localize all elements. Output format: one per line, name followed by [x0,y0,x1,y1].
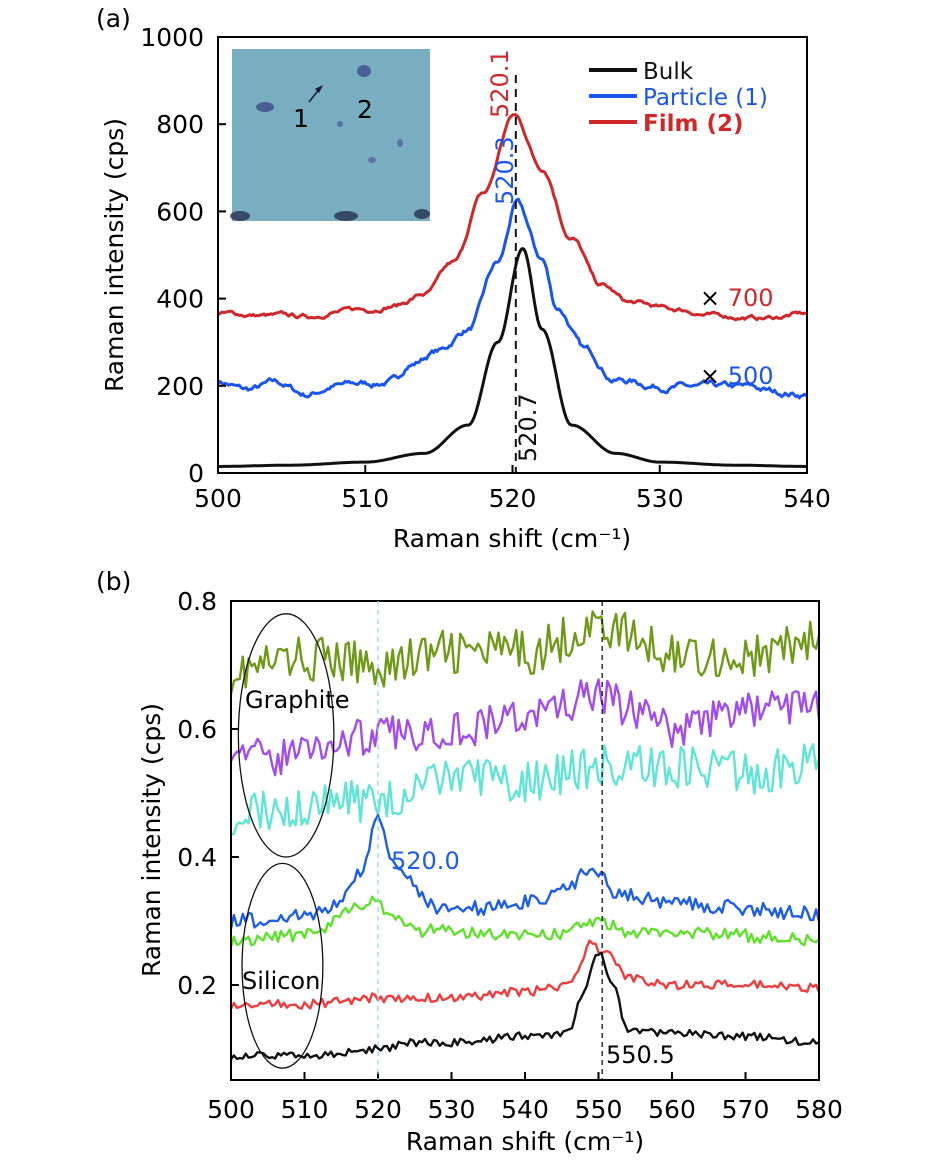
peak-position-label: 520.3 [491,136,519,205]
series-green [229,895,820,947]
series-red [229,939,821,1010]
series-black [230,951,820,1060]
x-tick-label: 580 [795,1095,843,1124]
y-tick-label: 0.2 [177,971,217,1000]
scale-multiplier-label: × 700 [700,284,774,312]
inset-label-2: 2 [357,95,373,124]
x-tick-label: 500 [207,1095,255,1124]
y-tick-label: 0.4 [177,843,217,872]
series-olive [229,610,821,695]
x-axis-label-b: Raman shift (cm⁻¹) [406,1127,644,1156]
legend-entry: Film (2) [643,111,743,137]
y-axis-label-b: Raman intensity (cps) [137,703,166,977]
y-tick-label: 600 [156,197,204,226]
x-tick-label: 530 [428,1095,476,1124]
y-tick-label: 0 [188,459,204,488]
y-axis-label-a: Raman intensity (cps) [100,118,129,392]
y-tick-label: 400 [156,285,204,314]
y-tick-label: 1000 [140,23,204,52]
x-tick-label: 520 [354,1095,402,1124]
panel-b: (b) 500 510 520 530 540 550 560 570 580 0.2 0.4 0.6… [96,567,843,1156]
inset-label-1: 1 [293,104,309,133]
x-axis-label-a: Raman shift (cm⁻¹) [393,524,631,553]
legend-entry: Particle (1) [643,85,768,111]
series-film-2 [217,113,807,322]
y-tick-label: 800 [156,110,204,139]
x-tick-label: 550 [575,1095,623,1124]
series-violet [229,678,821,777]
series-cyan [230,742,821,836]
inset-spots: 1 2 [230,65,430,221]
peak-position-label: 520.7 [514,393,542,462]
panel-a-label: (a) [96,4,131,33]
inset-micrograph [232,49,430,221]
y-tick-label: 200 [156,372,204,401]
y-tick-label: 0.8 [177,587,217,616]
x-tick-label: 520 [489,484,537,513]
x-tick-label: 510 [341,484,389,513]
x-tick-label: 560 [648,1095,696,1124]
x-tick-label: 570 [722,1095,770,1124]
x-tick-label: 500 [194,484,242,513]
x-tick-label: 540 [783,484,831,513]
region-label-graphite: Graphite [245,686,349,714]
peak-position-label: 520.1 [486,49,514,118]
ellipse-graphite [237,613,335,858]
y-tick-label: 0.6 [177,715,217,744]
legend-entry: Bulk [643,59,694,85]
series-blue [229,814,821,929]
region-label-silicon: Silicon [242,967,320,995]
series-bulk [218,247,807,468]
peak-position-label: 550.5 [606,1041,675,1069]
panel-a: (a) 1 2 500 510 520 530 540 0 200 400 600 800 1000… [96,4,831,553]
x-tick-label: 540 [501,1095,549,1124]
panel-b-label: (b) [96,567,131,596]
ellipse-silicon [241,862,324,1069]
peak-position-label: 520.0 [391,847,460,875]
scale-multiplier-label: × 500 [700,362,774,390]
x-tick-label: 530 [636,484,684,513]
x-tick-label: 510 [281,1095,329,1124]
series-particle-1 [216,197,808,400]
